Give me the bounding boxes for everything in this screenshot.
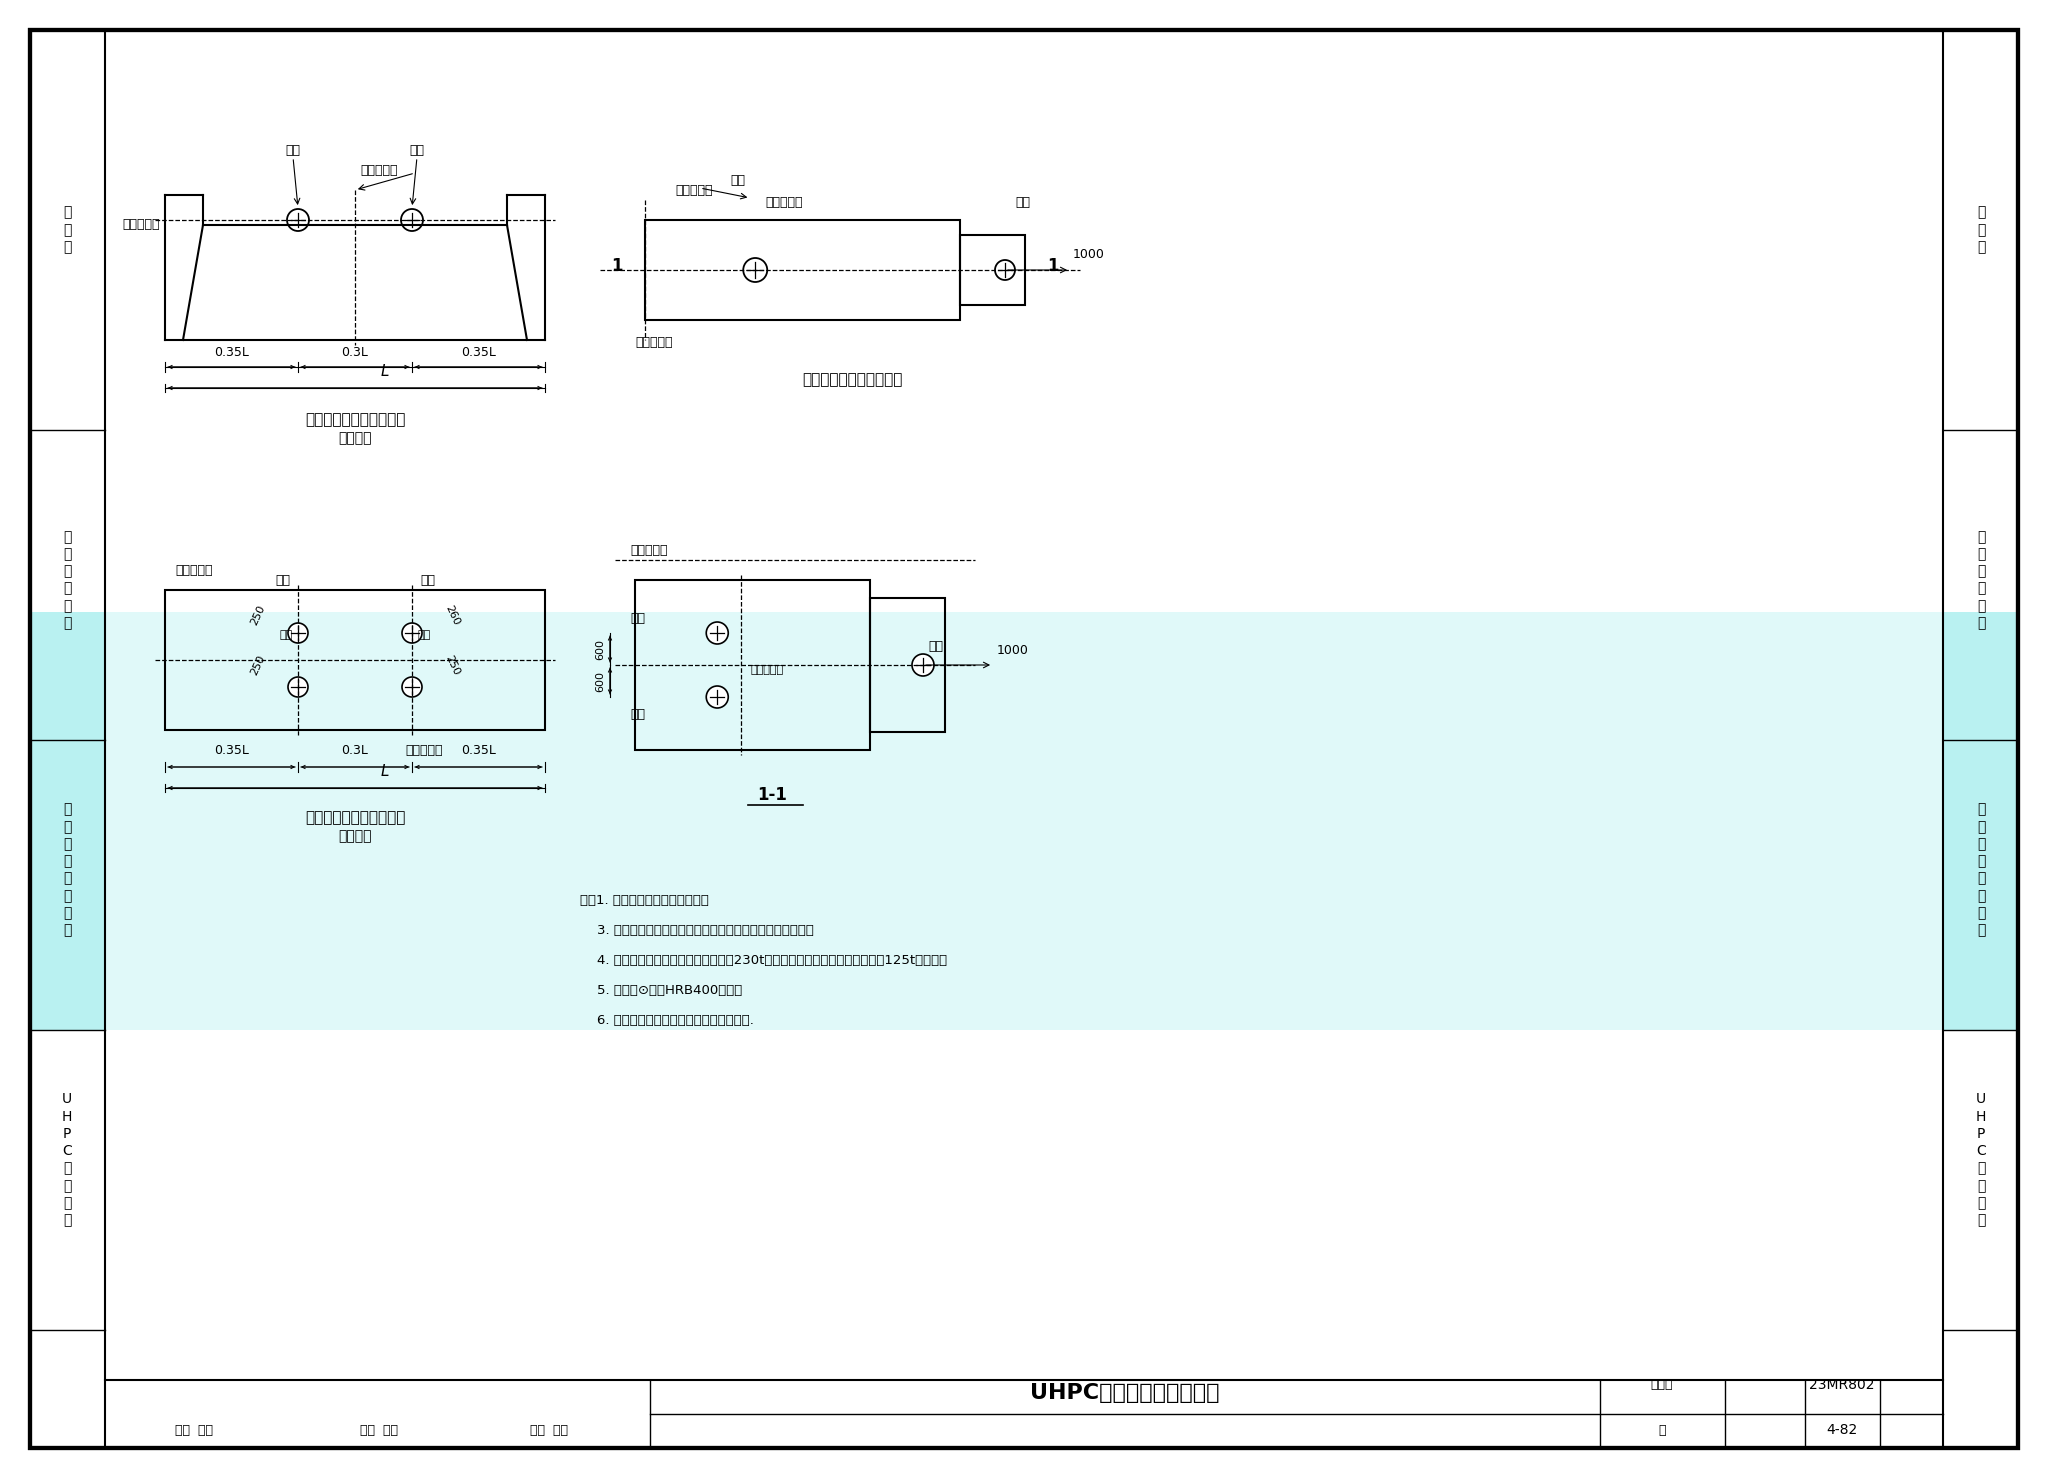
- Text: 0.35L: 0.35L: [215, 743, 250, 757]
- Circle shape: [401, 208, 424, 231]
- Text: 1: 1: [1047, 257, 1059, 275]
- Text: 0.35L: 0.35L: [461, 743, 496, 757]
- Text: 0.35L: 0.35L: [461, 346, 496, 359]
- Text: 吊点: 吊点: [928, 640, 942, 653]
- Bar: [31, 612, 104, 1030]
- Text: 吊环中心线: 吊环中心线: [676, 183, 713, 197]
- Text: 1: 1: [610, 257, 623, 275]
- Text: 小
箱
梁: 小 箱 梁: [63, 205, 72, 254]
- Text: （立面）: （立面）: [338, 432, 373, 445]
- Text: 1-1: 1-1: [758, 786, 786, 804]
- Text: 23MR802: 23MR802: [1808, 1377, 1874, 1392]
- Text: 吊点: 吊点: [281, 630, 293, 640]
- Circle shape: [287, 208, 309, 231]
- Text: L: L: [381, 764, 389, 779]
- Text: 吊点: 吊点: [1016, 195, 1030, 208]
- Circle shape: [911, 653, 934, 675]
- Text: 250: 250: [250, 603, 266, 627]
- Text: 盖梁中心线: 盖梁中心线: [360, 164, 397, 176]
- Text: 立柱顶缘线: 立柱顶缘线: [635, 336, 672, 349]
- Text: 0.3L: 0.3L: [342, 346, 369, 359]
- Bar: [635, 579, 870, 749]
- Circle shape: [401, 677, 422, 698]
- Text: 图集号: 图集号: [1651, 1379, 1673, 1391]
- Bar: [1944, 612, 2017, 1030]
- Circle shape: [289, 677, 307, 698]
- Text: 0.35L: 0.35L: [215, 346, 250, 359]
- Text: 页: 页: [1659, 1423, 1665, 1437]
- Text: 4-82: 4-82: [1827, 1423, 1858, 1437]
- Text: 注：1. 本图与相关图纸配套使用；: 注：1. 本图与相关图纸配套使用；: [580, 894, 709, 906]
- Circle shape: [401, 624, 422, 643]
- Text: 盖梁中心线: 盖梁中心线: [406, 743, 442, 757]
- Circle shape: [743, 259, 768, 282]
- Text: 5. 图中以⊙表示HRB400钢筋；: 5. 图中以⊙表示HRB400钢筋；: [580, 983, 741, 996]
- Text: 波
纹
钢
管
连
接
桥
墩: 波 纹 钢 管 连 接 桥 墩: [63, 803, 72, 937]
- Bar: [645, 220, 961, 321]
- Text: 吊点: 吊点: [631, 612, 645, 625]
- Text: 预制立柱吊点位置示意图: 预制立柱吊点位置示意图: [803, 372, 903, 387]
- Text: 吊点: 吊点: [631, 708, 645, 721]
- Circle shape: [995, 260, 1016, 279]
- Text: U
H
P
C
连
接
桥
墩: U H P C 连 接 桥 墩: [1976, 1092, 1987, 1228]
- Text: 1000: 1000: [997, 643, 1028, 656]
- Circle shape: [707, 622, 729, 644]
- Text: 波
纹
钢
管
连
接
桥
墩: 波 纹 钢 管 连 接 桥 墩: [1976, 803, 1985, 937]
- Text: 套
筒
连
接
桥
墩: 套 筒 连 接 桥 墩: [1976, 529, 1985, 630]
- Text: 吊环中心线: 吊环中心线: [174, 563, 213, 576]
- Text: L: L: [381, 365, 389, 380]
- Text: 预制盖梁吊点位置示意图: 预制盖梁吊点位置示意图: [305, 412, 406, 427]
- Text: 设计  赵腾: 设计 赵腾: [530, 1423, 567, 1437]
- Text: 校对  苏佳: 校对 苏佳: [360, 1423, 397, 1437]
- Text: 套
筒
连
接
桥
墩: 套 筒 连 接 桥 墩: [63, 529, 72, 630]
- Text: 吊点: 吊点: [274, 573, 291, 587]
- Text: U
H
P
C
连
接
桥
墩: U H P C 连 接 桥 墩: [61, 1092, 72, 1228]
- Text: 吊点: 吊点: [420, 573, 434, 587]
- Text: 250: 250: [250, 653, 266, 677]
- Text: 1000: 1000: [1073, 248, 1104, 262]
- Text: 审核  黄虹: 审核 黄虹: [174, 1423, 213, 1437]
- Text: 3. 施工单位应根据预制构件起吊重量选择合适的起吊方式；: 3. 施工单位应根据预制构件起吊重量选择合适的起吊方式；: [580, 924, 813, 937]
- Text: 立柱中心线: 立柱中心线: [752, 665, 784, 675]
- Text: 600: 600: [596, 638, 604, 659]
- Text: 600: 600: [596, 671, 604, 692]
- Text: （平面）: （平面）: [338, 829, 373, 842]
- Text: 250: 250: [442, 653, 461, 677]
- Bar: [104, 612, 1944, 1030]
- Text: 预制盖梁吊点位置示意图: 预制盖梁吊点位置示意图: [305, 810, 406, 826]
- Text: UHPC连接桥墩吊点示意图: UHPC连接桥墩吊点示意图: [1030, 1383, 1221, 1403]
- Circle shape: [707, 686, 729, 708]
- Text: 0.3L: 0.3L: [342, 743, 369, 757]
- Text: 小
箱
梁: 小 箱 梁: [1976, 205, 1985, 254]
- Text: 立柱中心线: 立柱中心线: [766, 195, 803, 208]
- Text: 260: 260: [442, 603, 461, 627]
- Text: 立柱顶缘线: 立柱顶缘线: [631, 544, 668, 557]
- Text: 4. 本图所示盖梁吊环适用于起吊重量230t的构件，立柱吊环适用于起吊重量125t的构件；: 4. 本图所示盖梁吊环适用于起吊重量230t的构件，立柱吊环适用于起吊重量125…: [580, 953, 946, 967]
- Text: 吊点: 吊点: [410, 143, 424, 157]
- Bar: [166, 590, 545, 730]
- Bar: [961, 235, 1024, 304]
- Text: 6. 吊环钢筋应避开预应力钢束及普通钢筋.: 6. 吊环钢筋应避开预应力钢束及普通钢筋.: [580, 1014, 754, 1027]
- Bar: [870, 599, 944, 732]
- Text: 吊点: 吊点: [285, 143, 301, 157]
- Text: 吊点: 吊点: [731, 173, 745, 186]
- Text: 吊点: 吊点: [418, 630, 430, 640]
- Circle shape: [289, 624, 307, 643]
- Text: 吊环中心线: 吊环中心线: [123, 219, 160, 232]
